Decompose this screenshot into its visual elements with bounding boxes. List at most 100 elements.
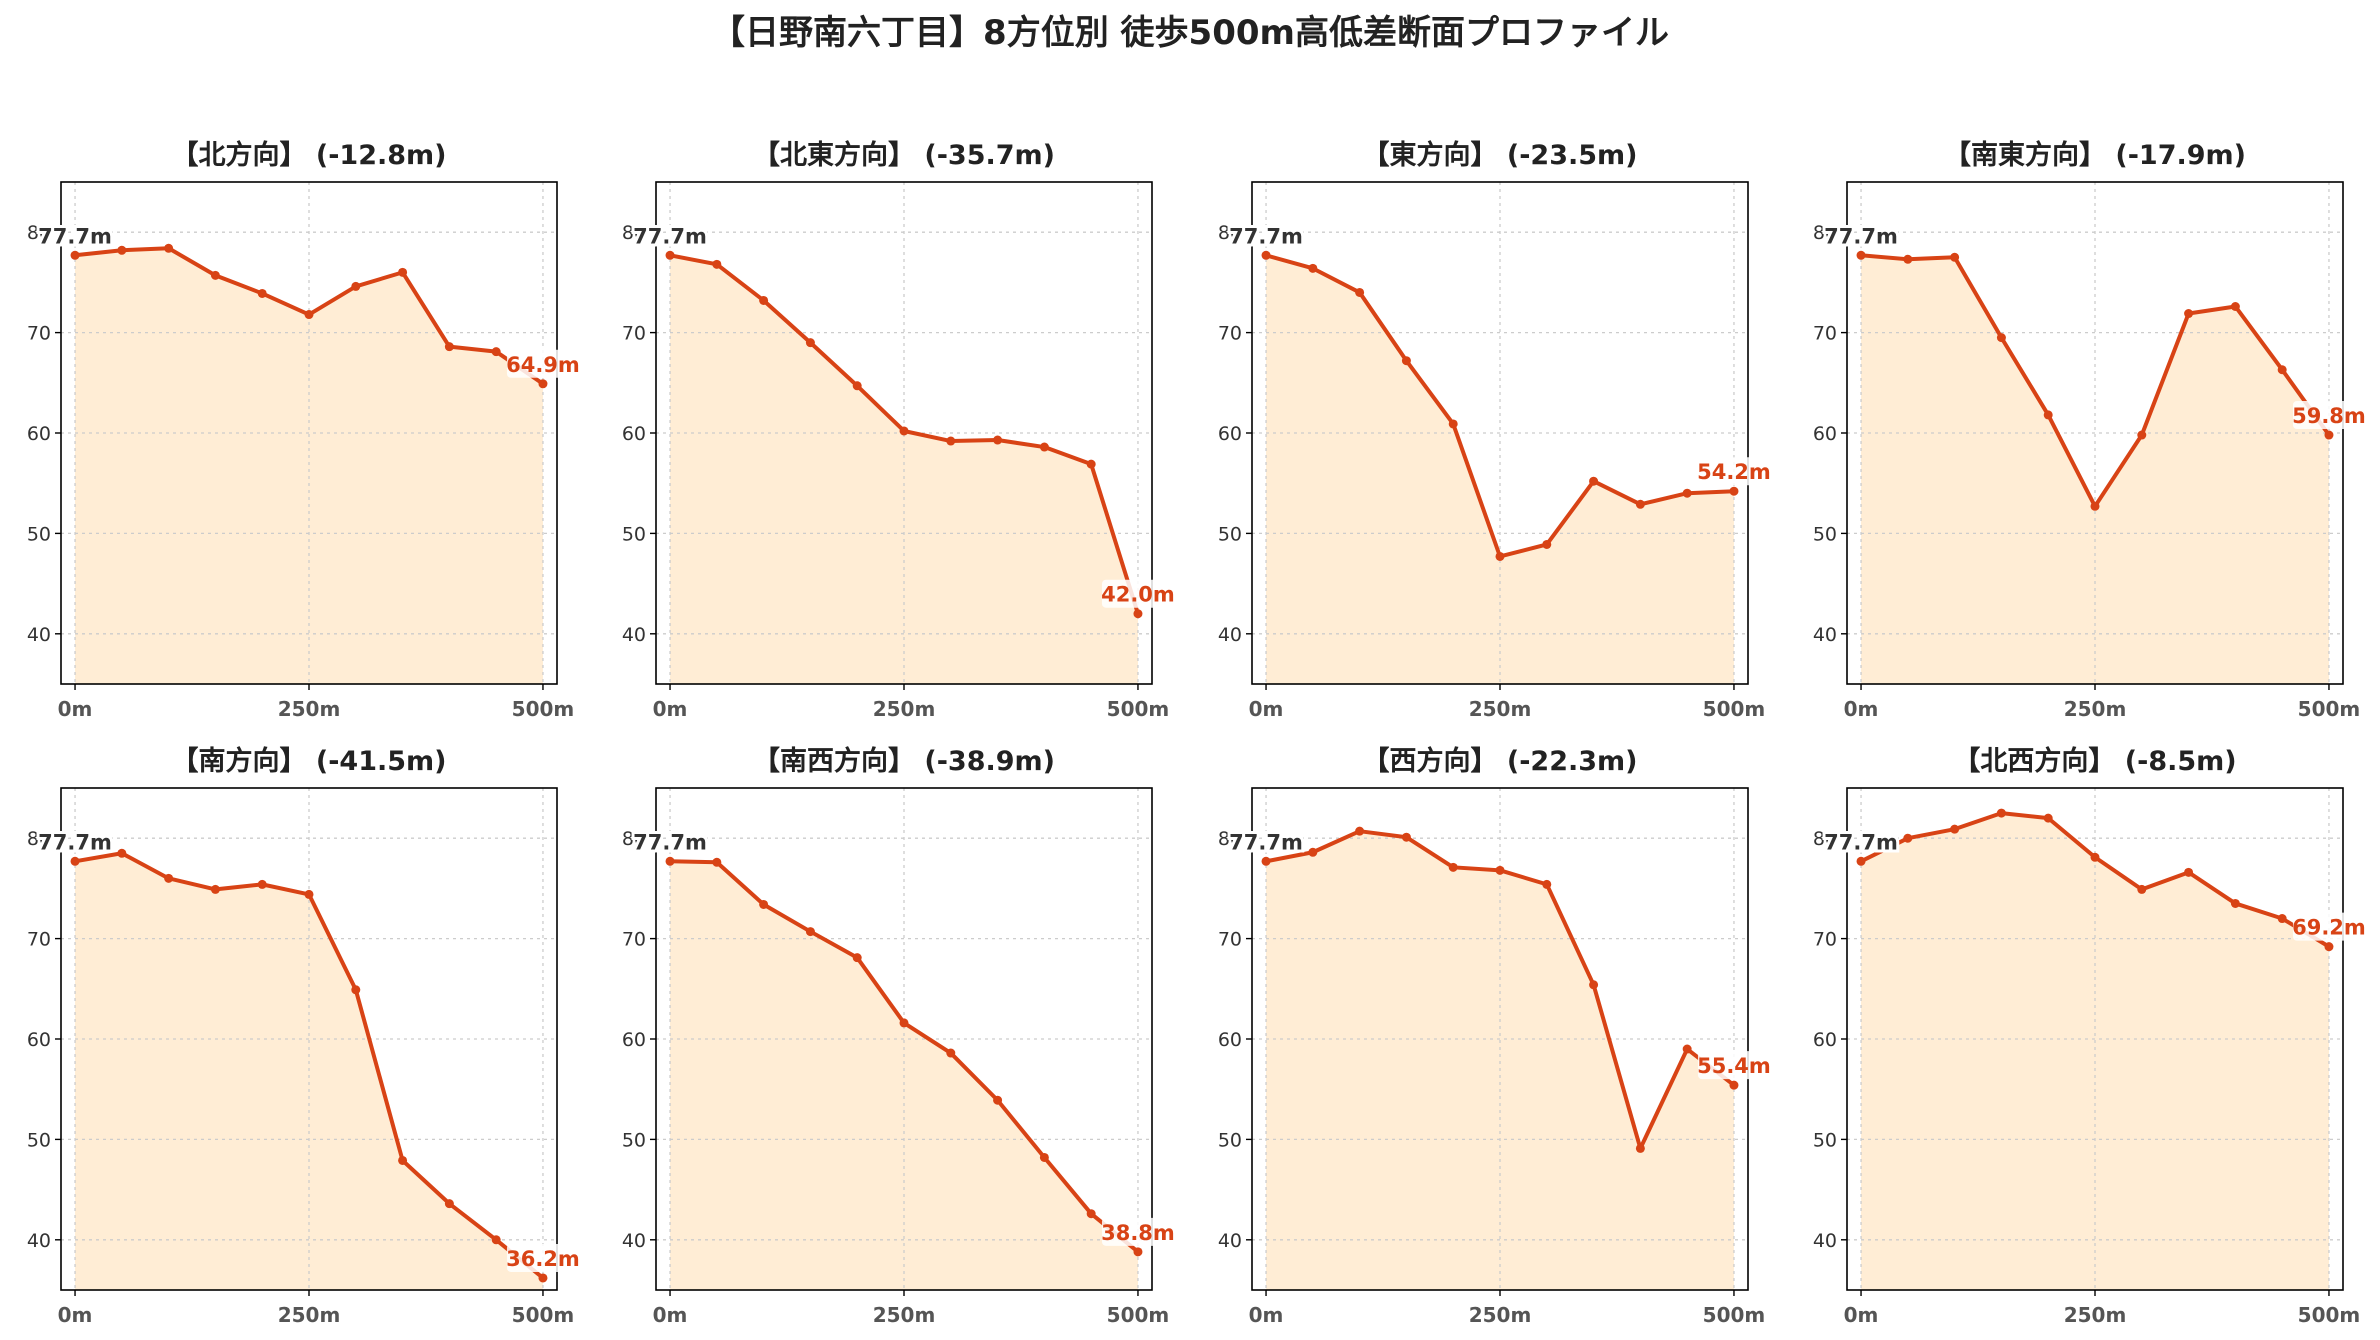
ytick-label: 80 xyxy=(1218,828,1242,850)
elevation-point xyxy=(1542,539,1552,549)
ytick-label: 70 xyxy=(27,929,51,951)
xtick-label: 250m xyxy=(1469,697,1532,721)
ytick-label: 40 xyxy=(27,624,51,646)
end-label-box xyxy=(1101,1217,1174,1246)
end-label-box xyxy=(1101,579,1174,608)
elevation-point xyxy=(304,310,314,320)
elevation-point xyxy=(1261,856,1271,866)
start-elevation-label: 77.7m xyxy=(1229,224,1303,248)
ytick-label: 60 xyxy=(27,423,51,445)
ytick-label: 50 xyxy=(1218,1129,1242,1151)
elevation-point xyxy=(665,250,675,260)
xtick-label: 250m xyxy=(278,697,341,721)
xtick-label: 500m xyxy=(1107,1303,1170,1327)
xtick-label: 250m xyxy=(2064,1303,2127,1327)
elevation-point xyxy=(1542,879,1552,889)
elevation-point xyxy=(1856,250,1866,260)
xtick-label: 250m xyxy=(2064,697,2127,721)
start-elevation-label: 77.7m xyxy=(1824,224,1898,248)
ytick-label: 70 xyxy=(27,323,51,345)
panel-title: 【西方向】 (-22.3m) xyxy=(1362,745,1637,777)
xtick-label: 500m xyxy=(512,697,575,721)
panel-title: 【南東方向】 (-17.9m) xyxy=(1944,139,2246,171)
xtick-label: 500m xyxy=(1107,697,1170,721)
elevation-point xyxy=(1903,254,1913,264)
ytick-label: 60 xyxy=(622,1029,646,1051)
elevation-point xyxy=(1355,826,1365,836)
elevation-point xyxy=(1495,865,1505,875)
ytick-label: 40 xyxy=(1813,624,1837,646)
xtick-label: 250m xyxy=(873,1303,936,1327)
elevation-point xyxy=(1729,1080,1739,1090)
elevation-point xyxy=(852,381,862,391)
elevation-point xyxy=(491,347,501,357)
xtick-label: 0m xyxy=(1844,697,1879,721)
elevation-point xyxy=(946,436,956,446)
elevation-point xyxy=(852,953,862,963)
elevation-point xyxy=(351,281,361,291)
start-elevation-label: 77.7m xyxy=(38,224,112,248)
elevation-point xyxy=(2184,309,2194,319)
ytick-label: 60 xyxy=(1813,1029,1837,1051)
elevation-point xyxy=(805,927,815,937)
start-elevation-label: 77.7m xyxy=(1229,830,1303,854)
elevation-point xyxy=(946,1048,956,1058)
xtick-label: 500m xyxy=(2298,1303,2361,1327)
elevation-point xyxy=(2090,501,2100,511)
ytick-label: 80 xyxy=(622,222,646,244)
ytick-label: 70 xyxy=(1218,323,1242,345)
ytick-label: 80 xyxy=(27,828,51,850)
figure-title: 【日野南六丁目】8方位別 徒歩500m高低差断面プロファイル xyxy=(711,13,1669,53)
xtick-label: 500m xyxy=(1703,1303,1766,1327)
ytick-label: 60 xyxy=(1813,423,1837,445)
elevation-point xyxy=(1448,862,1458,872)
elevation-point xyxy=(1950,252,1960,262)
ytick-label: 80 xyxy=(27,222,51,244)
panel-title: 【北東方向】 (-35.7m) xyxy=(753,139,1055,171)
elevation-area xyxy=(75,853,543,1290)
ytick-label: 60 xyxy=(27,1029,51,1051)
elevation-point xyxy=(2230,898,2240,908)
xtick-label: 500m xyxy=(2298,697,2361,721)
xtick-label: 250m xyxy=(278,1303,341,1327)
elevation-point xyxy=(1308,847,1318,857)
start-elevation-label: 77.7m xyxy=(1824,830,1898,854)
end-label-box xyxy=(2292,401,2365,430)
panel-2: 40 50 60 70 80 0m 250m 500m 【北東方向】 (-35.7m) 77.7m… xyxy=(622,139,1175,721)
elevation-point xyxy=(993,435,1003,445)
xtick-label: 0m xyxy=(58,697,93,721)
elevation-point xyxy=(1261,250,1271,260)
ytick-label: 80 xyxy=(1813,222,1837,244)
elevation-point xyxy=(117,245,127,255)
ytick-label: 50 xyxy=(27,523,51,545)
elevation-point xyxy=(1729,486,1739,496)
elevation-point xyxy=(164,873,174,883)
xtick-label: 0m xyxy=(653,1303,688,1327)
ytick-label: 50 xyxy=(1218,523,1242,545)
ytick-label: 70 xyxy=(622,929,646,951)
panel-title: 【南西方向】 (-38.9m) xyxy=(753,745,1055,777)
ytick-label: 70 xyxy=(1813,323,1837,345)
elevation-point xyxy=(2137,430,2147,440)
xtick-label: 0m xyxy=(1249,697,1284,721)
elevation-point xyxy=(1039,442,1049,452)
elevation-point xyxy=(712,259,722,269)
end-elevation-label: 59.8m xyxy=(2292,404,2366,428)
elevation-point xyxy=(1903,833,1913,843)
elevation-point xyxy=(1682,488,1692,498)
start-elevation-label: 77.7m xyxy=(633,830,707,854)
elevation-point xyxy=(1133,1247,1143,1257)
end-elevation-label: 64.9m xyxy=(506,353,580,377)
elevation-point xyxy=(1589,980,1599,990)
elevation-point xyxy=(1308,263,1318,273)
elevation-point xyxy=(1996,808,2006,818)
elevation-point xyxy=(304,889,314,899)
elevation-point xyxy=(1589,476,1599,486)
elevation-point xyxy=(1950,824,1960,834)
ytick-label: 70 xyxy=(1813,929,1837,951)
elevation-point xyxy=(2043,813,2053,823)
elevation-point xyxy=(899,1018,909,1028)
elevation-point xyxy=(1996,333,2006,343)
elevation-point xyxy=(712,857,722,867)
elevation-area xyxy=(1266,831,1734,1290)
